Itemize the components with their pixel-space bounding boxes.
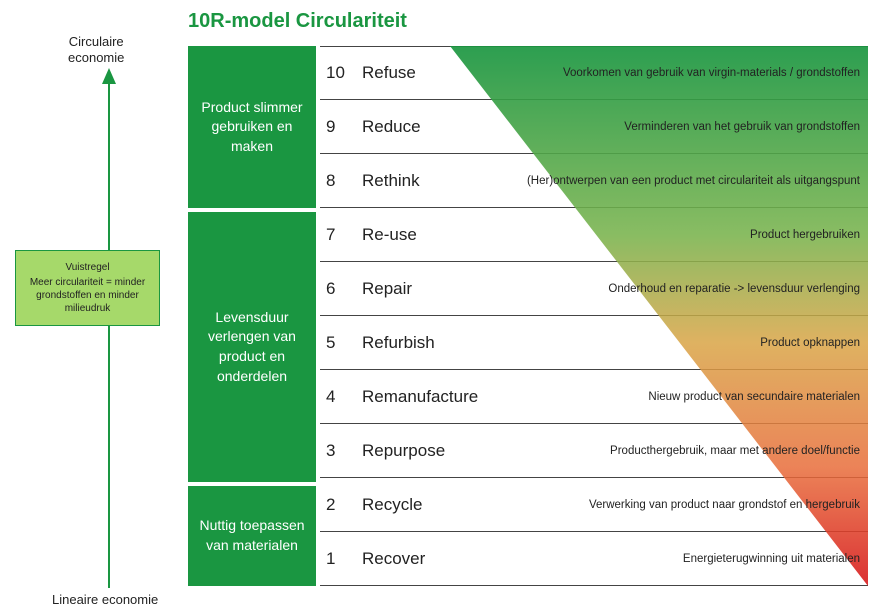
diagram-title: 10R-model Circulariteit <box>188 10 407 33</box>
row-description: Verwerking van product naar grondstof en… <box>589 499 860 511</box>
category-block: Product slimmer gebruiken en maken <box>188 46 316 208</box>
row-description: Nieuw product van secundaire materialen <box>648 391 860 403</box>
category-block: Levensduur verlengen van product en onde… <box>188 212 316 482</box>
r-row: 10Refuse Voorkomen van gebruik van virgin… <box>320 46 868 100</box>
row-number: 2 <box>320 495 362 515</box>
r-row: 1Recover Energieterugwinning uit material… <box>320 532 868 586</box>
category-label: Nuttig toepassen van materialen <box>196 516 308 555</box>
row-description: Product opknappen <box>760 337 860 349</box>
r-row: 6Repair Onderhoud en reparatie -> levensd… <box>320 262 868 316</box>
row-number: 7 <box>320 225 362 245</box>
r-row: 8Rethink (Her)ontwerpen van een product m… <box>320 154 868 208</box>
row-name: Refuse <box>362 63 502 83</box>
row-description: Energieterugwinning uit materialen <box>683 553 860 565</box>
category-label: Levensduur verlengen van product en onde… <box>196 308 308 386</box>
row-description: Voorkomen van gebruik van virgin-materia… <box>563 67 860 79</box>
row-number: 1 <box>320 549 362 569</box>
row-number: 5 <box>320 333 362 353</box>
row-name: Re-use <box>362 225 502 245</box>
row-number: 9 <box>320 117 362 137</box>
row-name: Refurbish <box>362 333 502 353</box>
r-row: 7Re-use Product hergebruiken <box>320 208 868 262</box>
row-name: Rethink <box>362 171 502 191</box>
r-row: 2Recycle Verwerking van product naar gron… <box>320 478 868 532</box>
rule-of-thumb-box: Vuistregel Meer circulariteit = minder g… <box>15 250 160 326</box>
rule-heading: Vuistregel <box>22 261 153 274</box>
rows-container: 10Refuse Voorkomen van gebruik van virgin… <box>320 46 868 586</box>
axis-top-label: Circulaireeconomie <box>68 34 124 65</box>
row-name: Repair <box>362 279 502 299</box>
row-name: Repurpose <box>362 441 502 461</box>
row-description: Producthergebruik, maar met andere doel/… <box>610 445 860 457</box>
r-row: 5Refurbish Product opknappen <box>320 316 868 370</box>
axis-arrow-icon <box>102 68 116 588</box>
r-row: 4Remanufacture Nieuw product van secundai… <box>320 370 868 424</box>
row-number: 3 <box>320 441 362 461</box>
row-number: 4 <box>320 387 362 407</box>
row-number: 10 <box>320 63 362 83</box>
axis-bottom-label: Lineaire economie <box>52 592 158 607</box>
category-label: Product slimmer gebruiken en maken <box>196 98 308 157</box>
row-description: (Her)ontwerpen van een product met circu… <box>527 175 860 187</box>
category-block: Nuttig toepassen van materialen <box>188 486 316 586</box>
row-number: 8 <box>320 171 362 191</box>
row-description: Onderhoud en reparatie -> levensduur ver… <box>608 283 860 295</box>
row-description: Product hergebruiken <box>750 229 860 241</box>
row-name: Reduce <box>362 117 502 137</box>
row-description: Verminderen van het gebruik van grondsto… <box>624 121 860 133</box>
row-number: 6 <box>320 279 362 299</box>
row-name: Remanufacture <box>362 387 502 407</box>
r-row: 9Reduce Verminderen van het gebruik van g… <box>320 100 868 154</box>
row-name: Recover <box>362 549 502 569</box>
r-row: 3Repurpose Producthergebruik, maar met an… <box>320 424 868 478</box>
rule-text: Meer circulariteit = minder grondstoffen… <box>22 276 153 315</box>
row-name: Recycle <box>362 495 502 515</box>
